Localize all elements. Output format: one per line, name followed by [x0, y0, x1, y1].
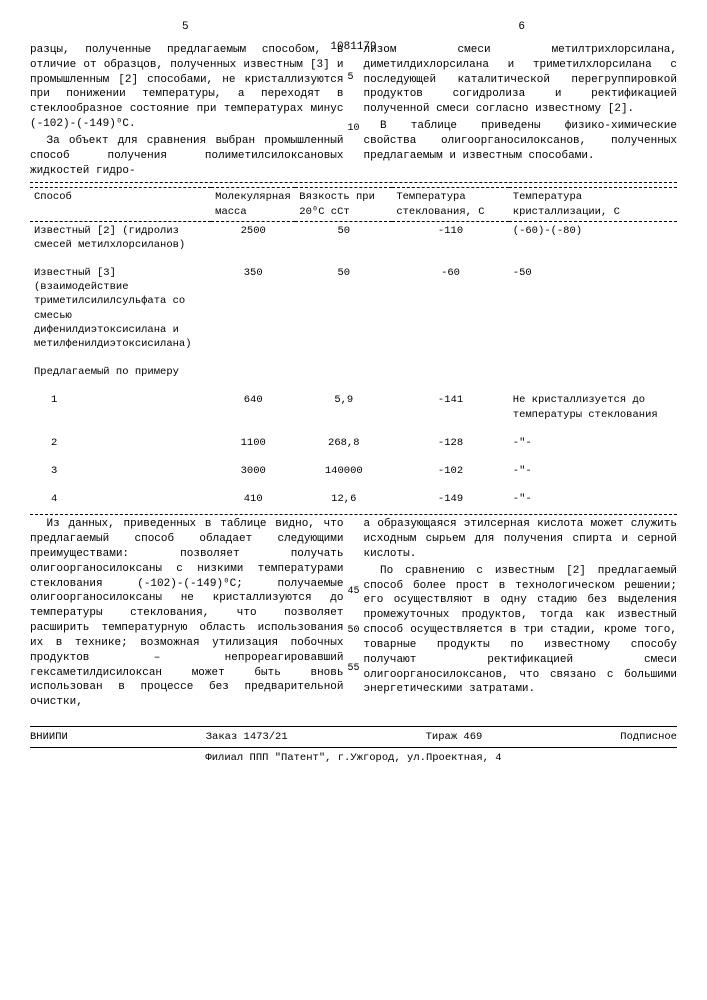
cell-tcryst: -"- — [509, 462, 677, 480]
table-row: 21100268,8-128-"- — [30, 434, 677, 452]
cell-mass: 1100 — [211, 434, 295, 452]
cell-tglass: -141 — [392, 391, 508, 423]
footer-org: ВНИИПИ — [30, 730, 68, 744]
line-number: 55 — [347, 662, 359, 676]
line-numbers-bottom: 45 50 55 — [347, 517, 359, 676]
cell-mass: 2500 — [211, 221, 295, 254]
cell-viscosity: 5,9 — [295, 391, 392, 423]
cell-tcryst: (-60)-(-80) — [509, 221, 677, 254]
cell-tcryst: -50 — [509, 264, 677, 353]
cell-method: 1 — [30, 391, 211, 423]
footer-order: Заказ 1473/21 — [206, 730, 288, 744]
table-bottom-separator — [30, 514, 677, 515]
cell-viscosity: 12,6 — [295, 490, 392, 508]
intro-right-column: лизом смеси метилтрихлорсилана, диметилд… — [364, 43, 678, 181]
cell-viscosity: 50 — [295, 221, 392, 254]
page-num-right: 6 — [366, 20, 677, 35]
table-row: Известный [3] (взаимодействие триметилси… — [30, 264, 677, 353]
cell-tcryst: Не кристаллизуется до температуры стекло… — [509, 391, 677, 423]
line-numbers-top: 5 10 — [347, 43, 359, 136]
table-row: Известный [2] (гидролиз смесей метилхлор… — [30, 221, 677, 254]
conclusion-right-p1: а образующаяся этилсерная кислота может … — [364, 517, 678, 562]
cell-method: Известный [3] (взаимодействие триметилси… — [30, 264, 211, 353]
cell-mass: 640 — [211, 391, 295, 423]
intro-left-p2: За объект для сравнения выбран промышлен… — [30, 134, 344, 179]
cell-tglass — [392, 363, 508, 381]
intro-right-p2: В таблице приведены физико-химические св… — [364, 119, 678, 164]
intro-left-p1: разцы, полученные предлагаемым способом,… — [30, 43, 344, 132]
cell-tglass: -128 — [392, 434, 508, 452]
page-header: 5 6 — [30, 20, 677, 35]
conclusion-right-p2: По сравнению с известным [2] предлагаемы… — [364, 564, 678, 698]
cell-mass: 350 — [211, 264, 295, 353]
cell-tglass: -149 — [392, 490, 508, 508]
imprint-footer: ВНИИПИ Заказ 1473/21 Тираж 469 Подписное… — [30, 726, 677, 765]
col-method: Способ — [30, 188, 211, 221]
line-number: 45 — [347, 585, 359, 599]
footer-sign: Подписное — [620, 730, 677, 744]
cell-tcryst: -"- — [509, 490, 677, 508]
cell-tglass: -60 — [392, 264, 508, 353]
table-row: 16405,9-141Не кристаллизуется до темпера… — [30, 391, 677, 423]
cell-method: 3 — [30, 462, 211, 480]
cell-viscosity — [295, 363, 392, 381]
col-tglass: Температура стеклования, С — [392, 188, 508, 221]
footer-filial: Филиал ППП "Патент", г.Ужгород, ул.Проек… — [30, 747, 677, 765]
line-number: 5 — [347, 71, 359, 85]
intro-columns: разцы, полученные предлагаемым способом,… — [30, 43, 677, 181]
line-number: 10 — [347, 122, 359, 136]
table-row: 441012,6-149-"- — [30, 490, 677, 508]
cell-viscosity: 268,8 — [295, 434, 392, 452]
cell-method: Известный [2] (гидролиз смесей метилхлор… — [30, 221, 211, 254]
col-viscosity: Вязкость при 20⁰С сСт — [295, 188, 392, 221]
cell-mass: 3000 — [211, 462, 295, 480]
conclusion-left-p1: Из данных, приведенных в таблице видно, … — [30, 517, 344, 710]
page-num-left: 5 — [30, 20, 341, 35]
intro-left-column: разцы, полученные предлагаемым способом,… — [30, 43, 344, 181]
table-row: Предлагаемый по примеру — [30, 363, 677, 381]
intro-right-p1: лизом смеси метилтрихлорсилана, диметилд… — [364, 43, 678, 117]
col-mass: Молекулярная масса — [211, 188, 295, 221]
line-number: 50 — [347, 624, 359, 638]
cell-viscosity: 140000 — [295, 462, 392, 480]
col-tcryst: Температура кристаллизации, С — [509, 188, 677, 221]
conclusion-columns: Из данных, приведенных в таблице видно, … — [30, 517, 677, 712]
cell-method: Предлагаемый по примеру — [30, 363, 211, 381]
cell-method: 2 — [30, 434, 211, 452]
table-header-row: Способ Молекулярная масса Вязкость при 2… — [30, 188, 677, 221]
cell-tglass: -102 — [392, 462, 508, 480]
table-top-separator — [30, 182, 677, 183]
table-row: 33000140000-102-"- — [30, 462, 677, 480]
cell-method: 4 — [30, 490, 211, 508]
conclusion-right-column: а образующаяся этилсерная кислота может … — [364, 517, 678, 712]
properties-table: Способ Молекулярная масса Вязкость при 2… — [30, 187, 677, 508]
cell-mass — [211, 363, 295, 381]
cell-tglass: -110 — [392, 221, 508, 254]
cell-mass: 410 — [211, 490, 295, 508]
conclusion-left-column: Из данных, приведенных в таблице видно, … — [30, 517, 344, 712]
cell-viscosity: 50 — [295, 264, 392, 353]
cell-tcryst — [509, 363, 677, 381]
footer-tirazh: Тираж 469 — [426, 730, 483, 744]
cell-tcryst: -"- — [509, 434, 677, 452]
